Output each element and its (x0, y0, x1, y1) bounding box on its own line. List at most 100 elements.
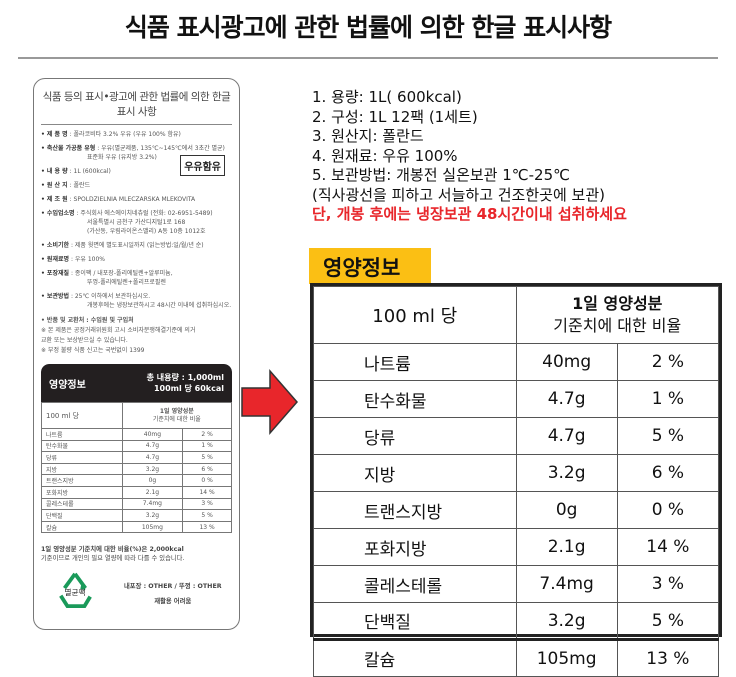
label-note: 교환 또는 보상받으실 수 있습니다. (41, 337, 128, 344)
nutrient-percent: 1 % (616, 380, 720, 418)
label-item: • 내 용 량 : 1L (600kcal) (41, 167, 232, 176)
total-volume: 총 내용량 : 1,000ml (146, 373, 224, 382)
nutrient-name: 탄수화물 (41, 439, 123, 453)
nutrient-row: 칼슘 105mg 13 % (41, 520, 232, 534)
nutrient-percent: 14 % (182, 485, 232, 499)
info-line: (직사광선을 피하고 서늘하고 건조한곳에 보관) (312, 185, 605, 204)
nutrient-name: 지방 (313, 454, 517, 492)
info-line: 3. 원산지: 폴란드 (312, 127, 424, 145)
label-item-key: • 소비기한 (41, 242, 70, 249)
nutrient-percent: 1 % (182, 439, 232, 453)
nutrient-percent: 3 % (616, 565, 720, 603)
nutrition-table-large: 100 ml 당 1일 영양성분 기준치에 대한 비율 나트륨 40mg 2 % 탄수화… (310, 283, 722, 677)
nutrient-row: 나트륨 40mg 2 % (41, 428, 232, 441)
label-nutrition-total: 총 내용량 : 1,000ml 100ml 당 60kcal (147, 372, 224, 394)
title-divider (18, 57, 718, 59)
nutrition-badge: 영양정보 (309, 248, 431, 284)
label-item-value: : 1L (600kcal) (69, 168, 111, 175)
nutrient-percent: 5 % (616, 417, 720, 455)
nutrient-amount: 4.7g (515, 380, 618, 418)
label-item-value: : 제품 윗면에 별도표시일까지 (읽는방법:일/월/년 순) (70, 242, 204, 249)
nutrient-row: 당류 4.7g 5 % (41, 451, 232, 464)
label-item-key: • 수입업소명 (41, 210, 75, 217)
label-item-key: • 원 산 지 (41, 182, 68, 189)
label-item-key: • 제 조 원 (41, 196, 68, 203)
nutrient-amount: 4.7g (121, 451, 184, 464)
label-item-value: : SPOLDZIELNIA MLECZARSKA MLEKOVITA (69, 196, 196, 203)
nutrient-amount: 3.2g (121, 462, 184, 476)
nutrient-name: 콜레스테롤 (313, 565, 517, 603)
label-item-key: • 축산물 가공품 유형 (41, 145, 96, 152)
nutrient-name: 트랜스지방 (41, 474, 123, 487)
label-item: • 제 품 명 : 폴라코비타 3.2% 우유 (우유 100% 함유) (41, 130, 232, 139)
footnote-1: 1일 영양성분 기준치에 대한 비율(%)은 2,000kcal (41, 546, 184, 553)
nutrient-amount: 7.4mg (515, 565, 618, 603)
nutrient-row: 지방 3.2g 6 % (313, 454, 720, 492)
nutrient-percent: 0 % (182, 474, 232, 487)
nutrient-percent: 0 % (616, 491, 720, 529)
nutrient-row: 콜레스테롤 7.4mg 3 % (313, 565, 720, 603)
nutrient-row: 탄수화물 4.7g 1 % (41, 439, 232, 453)
label-item: • 보관방법 : 25℃ 이하에서 보관하십시오. (41, 292, 232, 301)
label-item: • 수입업소명 : 주식회사 에스에이치네츄럴 (전화: 02-6951-548… (41, 209, 232, 218)
label-item-value: : 폴라코비타 3.2% 우유 (우유 100% 함유) (69, 131, 181, 138)
nutrient-amount: 0g (515, 491, 618, 529)
nutrient-percent: 6 % (182, 462, 232, 476)
label-item: • 축산물 가공품 유형 : 우유(멸균제품, 135℃~145℃에서 3초간 … (41, 144, 232, 153)
nutrient-name: 탄수화물 (313, 380, 517, 418)
nutrient-name: 나트륨 (313, 343, 517, 381)
daily-header: 1일 영양성분 기준치에 대한 비율 (515, 286, 719, 344)
info-line: 1. 용량: 1L( 600kcal) (312, 88, 462, 106)
label-item-extra: 서울특별시 금천구 가산디지털1로 168 (87, 219, 186, 226)
label-item-extra: 개봉후에는 냉장보관하시고 48시간 이내에 섭취하십시오. (87, 302, 232, 309)
label-heading: 식품 등의 표시•광고에 관한 법률에 의한 한글 표시 사항 (41, 85, 232, 125)
label-item-extra: 표준화 우유 (유지방 3.2%) (87, 154, 157, 161)
label-item: • 원 산 지 : 폴란드 (41, 181, 232, 190)
label-nutrition-box: 영양정보 총 내용량 : 1,000ml 100ml 당 60kcal 100 m… (41, 364, 232, 534)
label-note: ※ 본 제품은 공정거래위원회 고시 소비자분쟁해결기준에 의거 (41, 327, 196, 334)
info-line: 5. 보관방법: 개봉전 실온보관 1℃-25℃ (312, 166, 570, 184)
nutrient-amount: 105mg (121, 520, 184, 534)
nutrient-row: 칼슘 105mg 13 % (313, 638, 720, 677)
label-items: • 제 품 명 : 폴라코비타 3.2% 우유 (우유 100% 함유) • 축산… (41, 130, 232, 310)
info-line: 4. 원재료: 우유 100% (312, 146, 458, 165)
nutrient-amount: 3.2g (515, 454, 618, 492)
kcal-per-100ml: 100ml 당 60kcal (153, 384, 224, 393)
label-item-key: • 내 용 량 (41, 168, 68, 175)
nutrient-row: 포화지방 2.1g 14 % (313, 528, 720, 566)
footnote-2: 기준이므로 개인의 필요 열량에 따라 다를 수 있습니다. (41, 555, 185, 562)
label-item-extra: (가산동, 우림라이온스밸리) A동 10층 1012호 (87, 228, 206, 235)
label-note: ※ 부정 불량 식품 신고는 국번없이 1399 (41, 347, 145, 354)
nutrient-row: 탄수화물 4.7g 1 % (313, 380, 720, 418)
nutrient-percent: 6 % (616, 454, 720, 492)
nutrient-amount: 4.7g (515, 417, 618, 455)
label-item-value: : 폴란드 (69, 182, 91, 189)
nutrient-percent: 5 % (182, 451, 232, 464)
nutrient-row: 트랜스지방 0g 0 % (41, 474, 232, 487)
nutrient-amount: 7.4mg (121, 497, 184, 511)
nutrient-row: 지방 3.2g 6 % (41, 462, 232, 476)
daily-label-2: 기준치에 대한 비율 (553, 316, 682, 335)
nutrient-percent: 5 % (182, 509, 232, 522)
label-item-value: : 종이팩 / 내포장-폴리에틸렌+알루미늄, (70, 270, 173, 277)
nutrient-percent: 14 % (616, 528, 720, 566)
nutrient-name: 지방 (41, 462, 123, 476)
daily-label-2: 기준치에 대한 비율 (152, 415, 201, 423)
nutrient-percent: 5 % (616, 602, 720, 640)
nutrient-amount: 40mg (121, 428, 184, 441)
label-nutrition-table: 100 ml 당 1일 영양성분 기준치에 대한 비율 나트륨 40mg 2 % 탄수화… (41, 402, 232, 534)
label-item-key: • 보관방법 (41, 293, 70, 300)
storage-warning: 단, 개봉 후에는 냉장보관 48시간이내 섭취하세요 (312, 205, 627, 223)
nutrient-name: 트랜스지방 (313, 491, 517, 529)
label-item: • 제 조 원 : SPOLDZIELNIA MLECZARSKA MLEKOV… (41, 195, 232, 204)
product-info: 1. 용량: 1L( 600kcal) 2. 구성: 1L 12팩 (1세트) 3.… (312, 88, 627, 225)
label-item-key: • 제 품 명 (41, 131, 68, 138)
nutrient-row: 트랜스지방 0g 0 % (313, 491, 720, 529)
daily-label-1: 1일 영양성분 (159, 407, 194, 415)
label-note: • 반품 및 교환처 : 수입원 및 구입처 (41, 317, 134, 324)
nutrient-amount: 40mg (515, 343, 618, 381)
nutrient-row: 콜레스테롤 7.4mg 3 % (41, 497, 232, 511)
nutrient-name: 칼슘 (41, 520, 123, 534)
label-nutrition-header: 영양정보 총 내용량 : 1,000ml 100ml 당 60kcal (41, 364, 232, 402)
table-header: 100 ml 당 1일 영양성분 기준치에 대한 비율 (313, 286, 719, 344)
